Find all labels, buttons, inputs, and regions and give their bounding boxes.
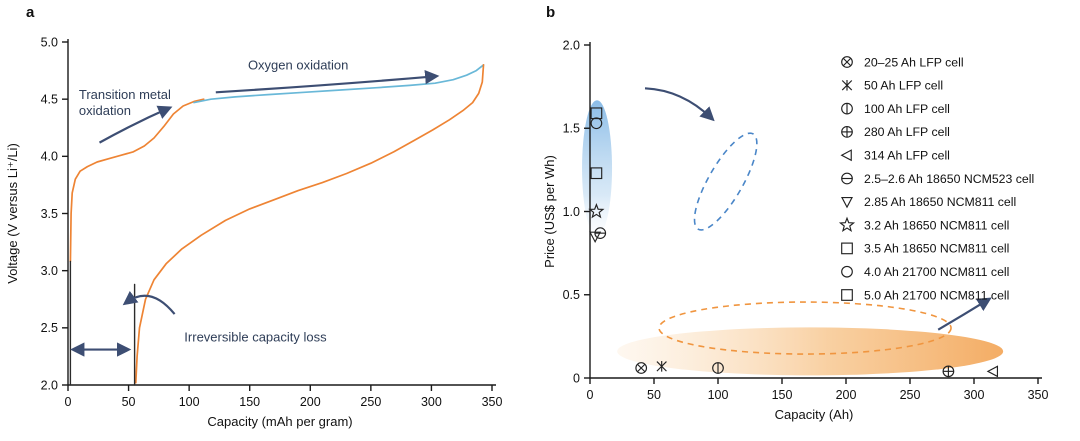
x-tick-label: 100: [179, 395, 200, 409]
legend-label: 3.5 Ah 18650 NCM811 cell: [864, 242, 1009, 256]
marker-star: [588, 202, 605, 219]
oxygen-oxidation-arrow: [215, 70, 440, 94]
legend-label: 20–25 Ah LFP cell: [864, 55, 964, 69]
x-tick-label: 250: [900, 388, 921, 402]
marker-circle-plus: [841, 126, 853, 138]
x-tick-label: 300: [421, 395, 442, 409]
series-first-discharge: [134, 64, 485, 384]
y-tick-label: 3.5: [41, 207, 58, 221]
x-tick-label: 100: [708, 388, 729, 402]
panel-a-chart: 0 50 100 150 200 250 300 350 2.0 2.5 3.0 3.5 4.0 4.5 5…: [5, 35, 503, 429]
marker-square: [841, 242, 853, 255]
y-tick-label: 2.0: [41, 378, 58, 392]
y-tick-label: 1.0: [563, 205, 580, 219]
y-axis-title: Price (US$ per Wh): [542, 155, 557, 268]
marker-square: [590, 167, 603, 180]
x-tick-label: 200: [300, 395, 321, 409]
transition-metal-oxidation-label: oxidation: [79, 103, 131, 118]
legend-label: 314 Ah LFP cell: [864, 149, 950, 163]
marker-square: [590, 107, 603, 120]
y-tick-label: 2.0: [563, 38, 580, 52]
legend-label: 4.0 Ah 21700 NCM811 cell: [864, 265, 1009, 279]
marker-triangle-left: [840, 149, 852, 162]
marker-square: [841, 289, 853, 301]
panel-b-label: b: [546, 4, 556, 21]
blue-dashed-ellipse: [693, 132, 758, 231]
x-tick-label: 50: [647, 388, 661, 402]
x-axis-title: Capacity (mAh per gram): [207, 414, 352, 429]
irreversible-capacity-loss-label: Irreversible capacity loss: [184, 330, 327, 345]
x-tick-label: 300: [964, 388, 985, 402]
x-tick-label: 350: [482, 395, 503, 409]
series-first-charge-tm: [69, 98, 205, 263]
oxygen-oxidation-label: Oxygen oxidation: [248, 57, 348, 72]
x-tick-label: 200: [836, 388, 857, 402]
x-tick-label: 50: [122, 395, 136, 409]
y-tick-label: 3.0: [41, 264, 58, 278]
x-axis-title: Capacity (Ah): [775, 407, 854, 422]
legend-label: 3.2 Ah 18650 NCM811 cell: [864, 218, 1009, 232]
series-first-charge-oxygen: [193, 64, 485, 104]
orange-cluster-arrow: [937, 297, 992, 331]
orange-cluster-ellipse: [617, 327, 1004, 376]
y-tick-label: 2.5: [41, 321, 58, 335]
marker-circle-plus: [942, 365, 955, 378]
transition-metal-oxidation-label: Transition metal: [79, 87, 171, 102]
legend-label: 50 Ah LFP cell: [864, 79, 943, 93]
marker-circle: [841, 265, 853, 278]
marker-triangle-down: [841, 196, 853, 209]
marker-x-bar: [841, 80, 853, 91]
irreversible-loss-arrow: [122, 290, 176, 315]
axes: [62, 39, 496, 391]
marker-x-bar: [656, 361, 667, 372]
y-tick-label: 4.5: [41, 92, 58, 106]
y-tick-label: 4.0: [41, 150, 58, 164]
marker-circle-vline: [712, 362, 724, 374]
marker-circle-x: [635, 362, 648, 374]
marker-circle-x: [841, 56, 853, 68]
x-tick-label: 0: [587, 388, 594, 402]
x-tick-label: 250: [360, 395, 381, 409]
marker-circle-vline: [841, 102, 853, 115]
blue-cluster-arrow: [644, 87, 715, 122]
y-tick-label: 5.0: [41, 35, 58, 49]
orange-dashed-ellipse: [658, 301, 952, 355]
x-tick-label: 150: [239, 395, 260, 409]
legend: 20–25 Ah LFP cell 50 Ah LFP cell 100 Ah LF…: [838, 55, 1034, 302]
panel-b-chart: 0 50 100 150 200 250 300 350 0 0.5 1.0 1.5 2.0 Capaci…: [542, 38, 1049, 422]
marker-triangle-left: [986, 365, 999, 378]
y-axis-title: Voltage (V versus Li⁺/Li): [5, 143, 20, 284]
x-tick-label: 150: [772, 388, 793, 402]
legend-label: 5.0 Ah 21700 NCM811 cell: [864, 288, 1009, 302]
marker-star: [838, 216, 856, 232]
y-tick-label: 1.5: [563, 122, 580, 136]
transition-metal-arrow: [98, 105, 173, 144]
y-tick-label: 0.5: [563, 288, 580, 302]
x-tick-label: 350: [1028, 388, 1049, 402]
legend-label: 2.5–2.6 Ah 18650 NCM523 cell: [864, 172, 1034, 186]
legend-label: 100 Ah LFP cell: [864, 102, 950, 116]
marker-circle: [590, 117, 603, 130]
panel-a-label: a: [26, 4, 35, 21]
legend-label: 280 Ah LFP cell: [864, 125, 950, 139]
legend-label: 2.85 Ah 18650 NCM811 cell: [864, 195, 1016, 209]
y-tick-label: 0: [573, 371, 580, 385]
marker-triangle-down: [589, 231, 602, 244]
marker-circle-hline: [841, 172, 853, 185]
x-tick-label: 0: [65, 395, 72, 409]
